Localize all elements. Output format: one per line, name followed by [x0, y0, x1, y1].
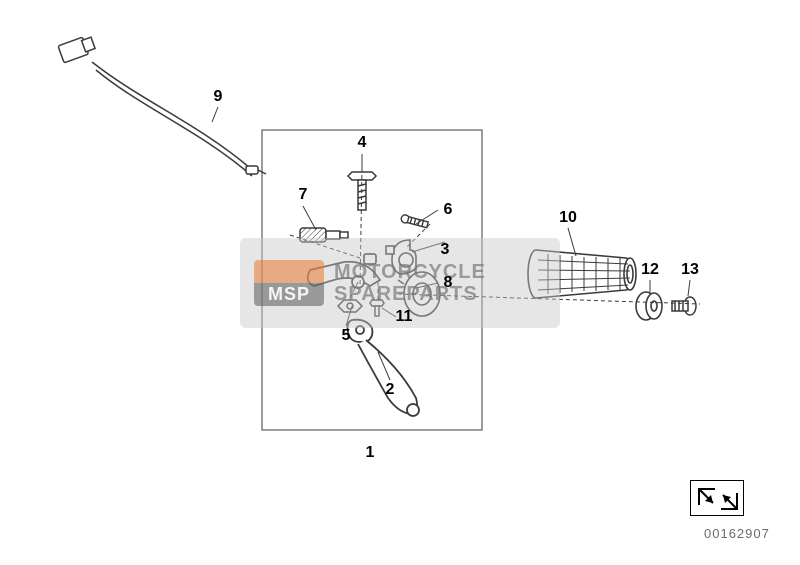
callout-1: 1	[366, 444, 375, 462]
part-smallbolt-11	[370, 300, 384, 316]
part-grip-10	[528, 250, 636, 298]
callout-8: 8	[444, 274, 453, 292]
callout-12: 12	[641, 261, 659, 279]
part-bracket	[308, 254, 380, 288]
part-cable-9	[58, 34, 266, 176]
part-adjuster-7	[300, 228, 348, 242]
callout-2: 2	[386, 381, 395, 399]
callout-3: 3	[441, 241, 450, 259]
callout-4: 4	[358, 134, 367, 152]
corner-enlarge-icon[interactable]	[690, 480, 744, 516]
diagram-svg	[0, 0, 800, 565]
part-barend-12	[636, 292, 662, 320]
part-number: 00162907	[704, 526, 770, 541]
callout-7: 7	[299, 186, 308, 204]
callout-10: 10	[559, 209, 577, 227]
callout-13: 13	[681, 261, 699, 279]
part-screw-6	[400, 214, 428, 229]
callout-9: 9	[214, 88, 223, 106]
part-lever-2	[348, 320, 420, 416]
callout-6: 6	[444, 201, 453, 219]
callout-5: 5	[342, 327, 351, 345]
leader-lines	[212, 107, 690, 380]
part-clamp-3	[386, 240, 416, 274]
callout-11: 11	[396, 308, 413, 326]
part-screw-13	[672, 297, 696, 315]
part-nut-5	[338, 300, 362, 312]
diagram-stage: MSP MOTORCYCLE SPAREPARTS 12345678910111…	[0, 0, 800, 565]
